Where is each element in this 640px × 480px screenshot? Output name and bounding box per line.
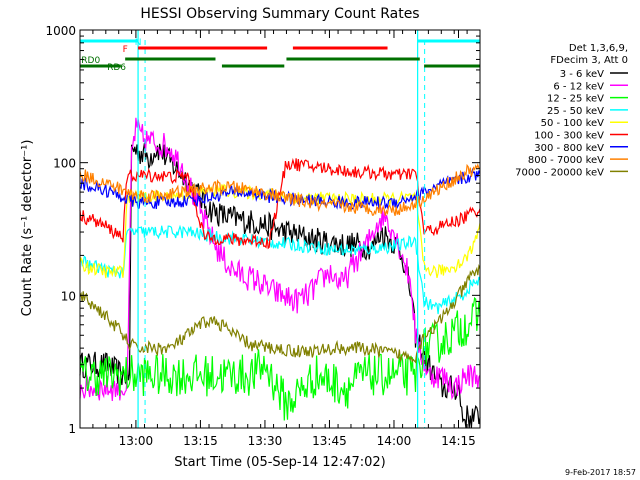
y-axis-label: Count Rate (s⁻¹ detector⁻¹) — [20, 140, 35, 317]
y-tick-label: 1000 — [45, 24, 76, 38]
legend-entry-label: 7000 - 20000 keV — [515, 167, 604, 178]
flag-rd0-label: RD0 — [81, 56, 100, 66]
flag-f-label: F — [123, 45, 128, 55]
legend-entry-label: 12 - 25 keV — [547, 94, 604, 105]
x-tick-label: 13:30 — [248, 434, 283, 448]
footer-date: 9-Feb-2017 18:57 — [565, 468, 636, 477]
series-layer — [79, 117, 481, 429]
x-tick-label: 13:00 — [119, 434, 154, 448]
y-tick-label: 10 — [61, 289, 76, 303]
series-line-100-300-kev — [79, 157, 481, 250]
legend-entry-label: 25 - 50 keV — [547, 106, 604, 117]
series-line-800-7000-kev — [79, 163, 481, 216]
chart-title: HESSI Observing Summary Count Rates — [140, 6, 419, 22]
legend-entry-label: 800 - 7000 keV — [528, 155, 604, 166]
legend-entry-label: 3 - 6 keV — [560, 69, 604, 80]
y-tick-label: 100 — [53, 157, 76, 171]
legend-entry-label: 6 - 12 keV — [553, 81, 604, 92]
series-line-3-6-kev — [79, 142, 481, 429]
x-tick-label: 13:45 — [312, 434, 347, 448]
series-line-7000-20000-kev — [79, 264, 481, 364]
series-line-25-50-kev — [79, 224, 481, 315]
x-tick-label: 13:15 — [183, 434, 218, 448]
axes: 13:00 13:15 13:30 13:45 14:00 14:15 1 10 100 1000 — [45, 24, 481, 448]
y-tick-label: 1 — [68, 422, 76, 436]
plot-frame — [79, 29, 481, 429]
x-tick-label: 14:00 — [377, 434, 412, 448]
x-tick-label: 14:15 — [441, 434, 476, 448]
legend-header: Det 1,3,6,9, — [569, 43, 628, 54]
series-line-12-25-kev — [79, 296, 481, 421]
legend-entry-label: 50 - 100 keV — [541, 118, 605, 129]
series-line-6-12-kev — [79, 117, 481, 402]
x-axis-label: Start Time (05-Sep-14 12:47:02) — [174, 455, 385, 470]
state-flags: NFRD0RD6 — [80, 30, 480, 428]
legend-header: FDecim 3, Att 0 — [550, 55, 628, 66]
flag-rd6-label: RD6 — [107, 63, 126, 73]
legend-entry-label: 100 - 300 keV — [534, 131, 604, 142]
legend-entry-label: 300 - 800 keV — [534, 143, 604, 154]
